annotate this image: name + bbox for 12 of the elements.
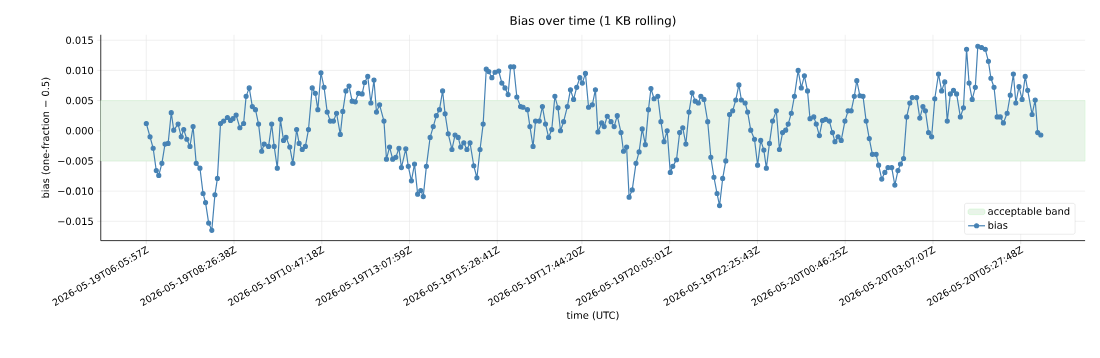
y-axis-title: bias (one-fraction − 0.5) <box>41 77 51 198</box>
legend-label: bias <box>988 221 1008 229</box>
y-tick-label: 0.000 <box>66 127 94 135</box>
y-tick-label: 0.015 <box>66 36 93 45</box>
y-tick-label: 0.010 <box>66 66 94 75</box>
y-tick-label: −0.005 <box>58 157 93 165</box>
y-tick-label: −0.015 <box>58 217 93 226</box>
x-axis-title: time (UTC) <box>566 311 619 321</box>
legend-label: acceptable band <box>988 207 1070 217</box>
y-tick-label: −0.010 <box>58 187 94 195</box>
y-tick-label: 0.005 <box>66 96 93 105</box>
chart-title: Bias over time (1 KB rolling) <box>510 15 676 28</box>
